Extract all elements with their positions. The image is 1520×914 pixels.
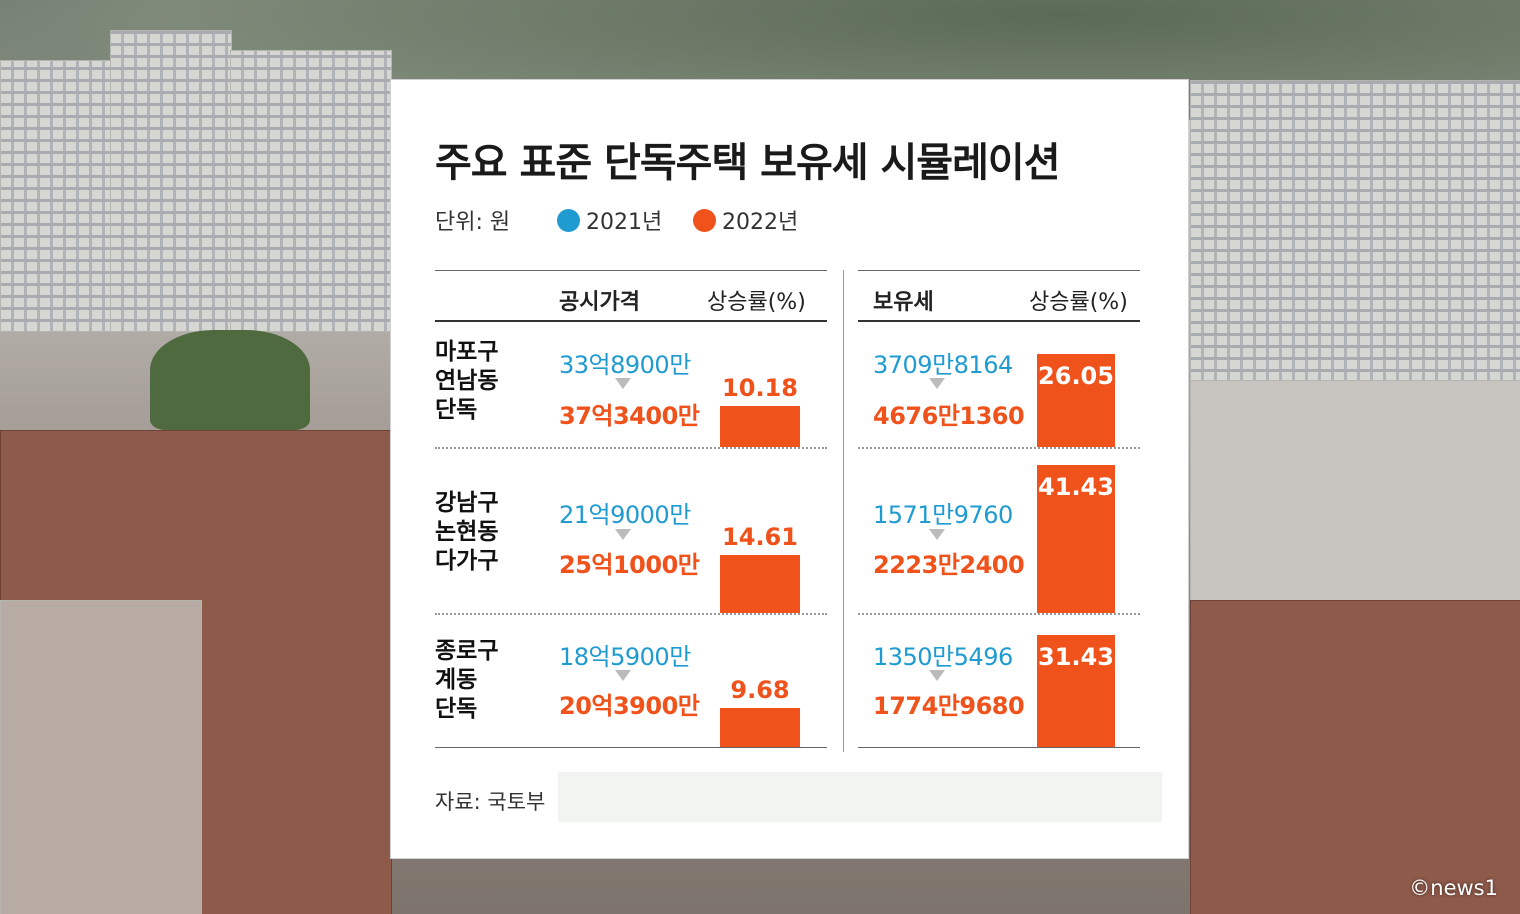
row-3-price-rate-bar: [720, 708, 800, 747]
row-2-tax-2021: 1571만9760: [873, 501, 1013, 529]
row-1-tax-rate-bar: [1037, 354, 1115, 447]
legend-2022: 2022년: [693, 204, 798, 236]
legend-2021-label: 2021년: [586, 210, 663, 235]
row-3-tax-rate-label: 31.43: [1038, 642, 1114, 671]
down-arrow-icon: [929, 529, 945, 540]
left-top-rule: [435, 270, 827, 271]
row-1-tax-2022: 4676만1360: [873, 402, 1025, 430]
down-arrow-icon: [929, 378, 945, 389]
row-3-tax-2021: 1350만5496: [873, 643, 1013, 671]
source-redacted-area: [558, 772, 1162, 822]
col-header-tax-rate: 상승률(%): [1029, 290, 1128, 315]
infographic-card: 주요 표준 단독주택 보유세 시뮬레이션 단위: 원 2021년 2022년 공…: [391, 80, 1188, 858]
row-1-price-rate-bar: [720, 406, 800, 447]
legend-2021: 2021년: [557, 204, 662, 236]
row-3-tax-2022: 1774만9680: [873, 692, 1025, 720]
watermark: ©news1: [1409, 876, 1498, 900]
legend-2022-dot-icon: [693, 208, 716, 232]
row-3-region: 종로구 계동 단독: [435, 638, 499, 722]
row-1-price-2021: 33억8900만: [559, 351, 691, 379]
row-2-price-2021: 21억9000만: [559, 501, 691, 529]
row-2-price-2022: 25억1000만: [559, 551, 700, 579]
row-1-tax-rate-label: 26.05: [1038, 362, 1114, 390]
column-separator: [843, 270, 844, 752]
row-1-region: 마포구 연남동 단독: [435, 339, 499, 423]
legend-2021-dot-icon: [557, 208, 580, 232]
row-2-tax-2022: 2223만2400: [873, 551, 1025, 579]
left-bottom-rule: [435, 747, 827, 748]
row-1-price-2022: 37억3400만: [559, 402, 700, 430]
down-arrow-icon: [615, 529, 631, 540]
row-2-price-rate-bar: [720, 554, 800, 613]
row-2-region: 강남구 논현동 다가구: [435, 490, 499, 574]
chart-title: 주요 표준 단독주택 보유세 시뮬레이션: [435, 140, 1061, 186]
left-header-rule: [435, 320, 827, 322]
col-header-price: 공시가격: [559, 290, 640, 315]
row-2-tax-rate-bar: [1037, 465, 1115, 613]
row-divider: [858, 447, 1140, 449]
legend-2022-label: 2022년: [722, 210, 799, 235]
row-3-price-2022: 20억3900만: [559, 692, 700, 720]
row-3-tax-rate-bar: [1037, 634, 1115, 747]
row-2-price-rate-label: 14.61: [722, 522, 798, 551]
unit-label: 단위: 원: [435, 210, 511, 235]
down-arrow-icon: [615, 670, 631, 681]
source-note: 자료: 국토부: [435, 790, 546, 814]
right-header-rule: [858, 320, 1140, 322]
row-3-price-rate-label: 9.68: [730, 676, 790, 705]
col-header-tax: 보유세: [873, 290, 934, 315]
row-divider: [435, 613, 827, 615]
col-header-price-rate: 상승률(%): [707, 290, 806, 315]
down-arrow-icon: [615, 378, 631, 389]
row-3-price-2021: 18억5900만: [559, 643, 691, 671]
row-1-price-rate-label: 10.18: [722, 374, 798, 403]
row-divider: [858, 613, 1140, 615]
row-2-tax-rate-label: 41.43: [1038, 473, 1114, 502]
down-arrow-icon: [929, 670, 945, 681]
right-bottom-rule: [858, 747, 1140, 748]
row-1-tax-2021: 3709만8164: [873, 351, 1013, 379]
row-divider: [435, 447, 827, 449]
right-top-rule: [858, 270, 1140, 271]
